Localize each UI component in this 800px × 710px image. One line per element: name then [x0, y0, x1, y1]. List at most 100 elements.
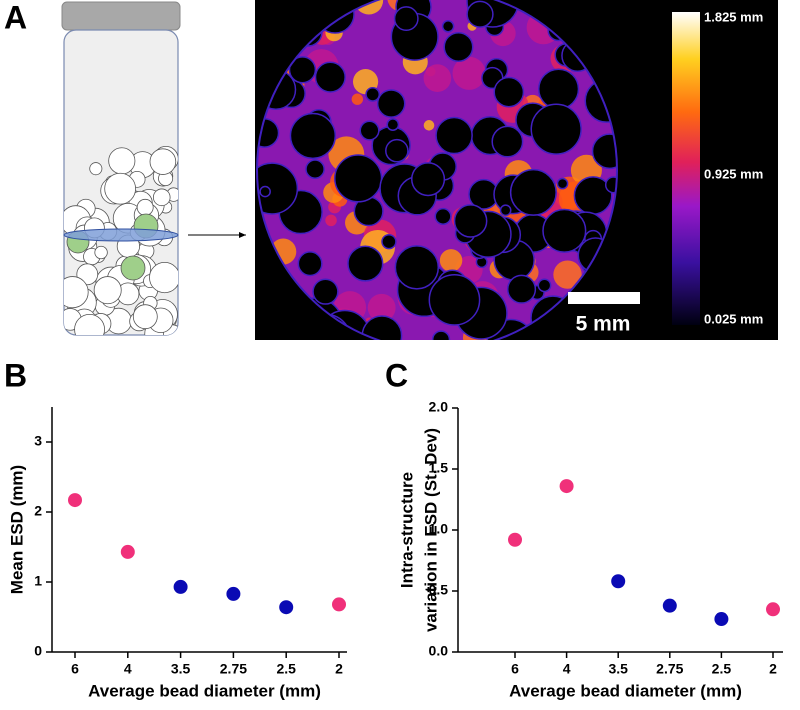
point — [766, 602, 780, 617]
pore — [493, 76, 525, 108]
y-tick-label: 2 — [34, 503, 42, 519]
y-axis-title: variation in ESD (St. Dev) — [421, 428, 440, 632]
bead — [132, 304, 158, 330]
y-tick-label: 0.5 — [429, 582, 449, 598]
pore — [365, 87, 381, 102]
pore — [381, 233, 397, 250]
pore — [506, 274, 537, 304]
bead — [94, 245, 108, 260]
point — [662, 598, 677, 613]
pore — [410, 162, 446, 197]
y-tick-label: 3 — [34, 433, 42, 449]
y-tick-label: 2.0 — [429, 399, 449, 415]
bead — [149, 148, 177, 175]
x-tick-label: 2.75 — [220, 661, 247, 677]
colorbar-label: 1.825 mm — [704, 9, 763, 24]
x-axis-title: Average bead diameter (mm) — [509, 681, 742, 700]
pore — [441, 20, 455, 33]
pore — [297, 251, 323, 277]
panel-label: A — [4, 0, 27, 35]
heat-blob — [351, 93, 364, 105]
pore — [385, 138, 409, 163]
point — [559, 479, 574, 494]
pore — [434, 207, 452, 225]
x-tick-label: 2.75 — [656, 661, 683, 677]
y-tick-label: 1 — [34, 573, 42, 589]
pore — [312, 278, 339, 305]
bead — [89, 162, 103, 176]
panel-label: C — [385, 357, 408, 393]
x-tick-label: 2 — [769, 661, 777, 677]
pore — [491, 125, 524, 158]
x-tick-label: 3.5 — [171, 661, 191, 677]
pore — [604, 176, 617, 194]
point — [508, 532, 522, 547]
pore — [305, 159, 325, 179]
y-tick-label: 0.0 — [429, 643, 449, 659]
pore — [466, 0, 494, 28]
heat-blob — [367, 293, 396, 322]
pore — [537, 278, 552, 293]
pore — [537, 68, 580, 110]
pore — [591, 133, 617, 170]
pore — [499, 204, 512, 217]
pore — [347, 245, 384, 282]
pore — [393, 6, 419, 32]
heat-blob — [325, 214, 337, 227]
x-tick-label: 6 — [511, 661, 519, 677]
bead — [120, 255, 146, 281]
heat-blob — [423, 64, 452, 92]
point — [120, 544, 135, 559]
pore — [257, 162, 299, 215]
pore — [386, 118, 400, 131]
point — [68, 493, 82, 508]
bead — [64, 276, 89, 309]
bead — [93, 276, 122, 305]
pore — [394, 245, 440, 290]
y-tick-label: 1.0 — [429, 521, 449, 537]
x-tick-label: 4 — [563, 661, 571, 677]
x-tick-label: 2.5 — [276, 661, 296, 677]
pore — [509, 168, 557, 216]
pore — [288, 56, 317, 84]
point — [173, 579, 188, 594]
y-tick-label: 0 — [34, 643, 42, 659]
pore — [289, 112, 337, 160]
colorbar — [672, 12, 700, 325]
x-tick-label: 2 — [335, 661, 343, 677]
x-tick-label: 3.5 — [608, 661, 628, 677]
pore — [556, 177, 569, 190]
y-axis-title: Mean ESD (mm) — [7, 465, 26, 594]
pore — [542, 208, 587, 253]
pore — [428, 273, 481, 326]
pore — [431, 330, 451, 340]
pore — [359, 120, 380, 141]
colorbar-label: 0.025 mm — [704, 311, 763, 326]
heat-blob — [553, 260, 582, 289]
x-tick-label: 4 — [124, 661, 132, 677]
heat-blob — [423, 120, 435, 131]
pore — [257, 117, 280, 148]
point — [279, 600, 294, 615]
vial — [61, 1, 181, 336]
point — [226, 586, 241, 601]
heat-blob — [452, 56, 486, 90]
y-tick-label: 1.5 — [429, 460, 449, 476]
heat-blob — [439, 249, 463, 272]
pore — [443, 31, 474, 62]
pore — [259, 185, 271, 198]
bead — [136, 198, 154, 216]
pore — [334, 154, 383, 203]
pore — [453, 204, 488, 238]
pore — [435, 116, 473, 155]
pore — [530, 103, 582, 155]
point — [611, 574, 626, 589]
bead — [152, 188, 171, 207]
pore — [314, 61, 346, 93]
x-tick-label: 2.5 — [712, 661, 732, 677]
panel-label: B — [4, 357, 27, 393]
bead — [149, 262, 178, 294]
y-axis-title: Intra-structure — [397, 472, 416, 588]
scale-bar — [568, 292, 640, 304]
